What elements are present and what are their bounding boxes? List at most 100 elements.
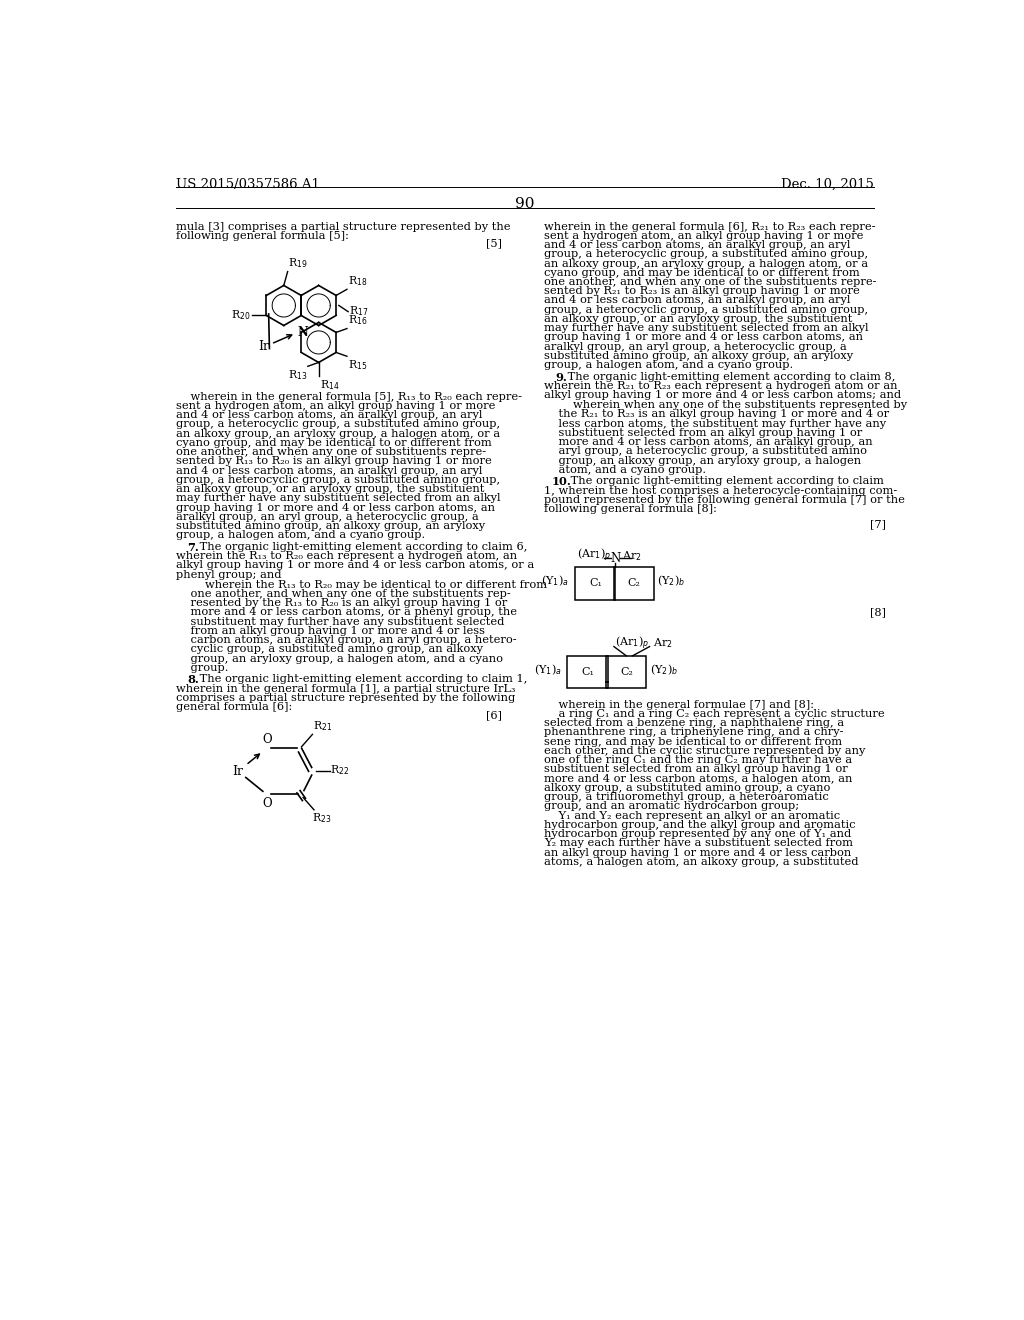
Text: R$_{15}$: R$_{15}$ xyxy=(348,358,367,372)
Text: (Ar$_1$)$_p$: (Ar$_1$)$_p$ xyxy=(577,546,610,565)
Text: atoms, a halogen atom, an alkoxy group, a substituted: atoms, a halogen atom, an alkoxy group, … xyxy=(544,857,859,867)
Text: and 4 or less carbon atoms, an aralkyl group, an aryl: and 4 or less carbon atoms, an aralkyl g… xyxy=(544,296,851,305)
Text: Y₁ and Y₂ each represent an alkyl or an aromatic: Y₁ and Y₂ each represent an alkyl or an … xyxy=(544,810,841,821)
Text: an alkoxy group, or an aryloxy group, the substituent: an alkoxy group, or an aryloxy group, th… xyxy=(544,314,853,323)
Text: alkoxy group, a substituted amino group, a cyano: alkoxy group, a substituted amino group,… xyxy=(544,783,830,793)
Text: 9.: 9. xyxy=(555,372,566,383)
Text: group having 1 or more and 4 or less carbon atoms, an: group having 1 or more and 4 or less car… xyxy=(176,503,495,512)
Text: group, and an aromatic hydrocarbon group;: group, and an aromatic hydrocarbon group… xyxy=(544,801,800,812)
Text: wherein in the general formulae [7] and [8]:: wherein in the general formulae [7] and … xyxy=(544,700,814,710)
Text: following general formula [8]:: following general formula [8]: xyxy=(544,504,717,513)
Text: selected from a benzene ring, a naphthalene ring, a: selected from a benzene ring, a naphthal… xyxy=(544,718,845,729)
Text: The organic light-emitting element according to claim 1,: The organic light-emitting element accor… xyxy=(197,675,527,684)
Text: group, a trifluoromethyl group, a heteroaromatic: group, a trifluoromethyl group, a hetero… xyxy=(544,792,828,803)
Text: cyano group, and may be identical to or different from: cyano group, and may be identical to or … xyxy=(544,268,860,277)
Text: the R₂₁ to R₂₃ is an alkyl group having 1 or more and 4 or: the R₂₁ to R₂₃ is an alkyl group having … xyxy=(544,409,889,420)
Text: group, a heterocyclic group, a substituted amino group,: group, a heterocyclic group, a substitut… xyxy=(544,305,868,314)
Text: group, an aryloxy group, a halogen atom, and a cyano: group, an aryloxy group, a halogen atom,… xyxy=(176,653,503,664)
Text: [5]: [5] xyxy=(486,239,502,248)
Text: R$_{13}$: R$_{13}$ xyxy=(288,368,307,381)
Text: 1, wherein the host comprises a heterocycle-containing com-: 1, wherein the host comprises a heterocy… xyxy=(544,486,897,495)
Text: C₁: C₁ xyxy=(589,578,602,589)
Text: group, a halogen atom, and a cyano group.: group, a halogen atom, and a cyano group… xyxy=(544,360,794,370)
Text: from an alkyl group having 1 or more and 4 or less: from an alkyl group having 1 or more and… xyxy=(176,626,485,636)
Text: Y₂ may each further have a substituent selected from: Y₂ may each further have a substituent s… xyxy=(544,838,853,849)
Text: O: O xyxy=(263,797,272,809)
Text: R$_{21}$: R$_{21}$ xyxy=(313,719,333,733)
Text: and 4 or less carbon atoms, an aralkyl group, an aryl: and 4 or less carbon atoms, an aralkyl g… xyxy=(544,240,851,249)
Text: group, a heterocyclic group, a substituted amino group,: group, a heterocyclic group, a substitut… xyxy=(176,420,500,429)
Text: The organic light-emitting element according to claim 8,: The organic light-emitting element accor… xyxy=(564,372,896,381)
Text: comprises a partial structure represented by the following: comprises a partial structure represente… xyxy=(176,693,515,702)
Text: one of the ring C₁ and the ring C₂ may further have a: one of the ring C₁ and the ring C₂ may f… xyxy=(544,755,852,766)
Text: more and 4 or less carbon atoms, or a phenyl group, the: more and 4 or less carbon atoms, or a ph… xyxy=(176,607,517,618)
Text: substituted amino group, an alkoxy group, an aryloxy: substituted amino group, an alkoxy group… xyxy=(544,351,853,360)
Text: resented by the R₁₃ to R₂₀ is an alkyl group having 1 or: resented by the R₁₃ to R₂₀ is an alkyl g… xyxy=(176,598,507,609)
Text: Ir: Ir xyxy=(232,764,244,777)
Text: carbon atoms, an aralkyl group, an aryl group, a hetero-: carbon atoms, an aralkyl group, an aryl … xyxy=(176,635,517,645)
Text: R$_{17}$: R$_{17}$ xyxy=(349,304,369,318)
Text: wherein in the general formula [1], a partial structure IrL₃: wherein in the general formula [1], a pa… xyxy=(176,684,515,693)
Text: hydrocarbon group represented by any one of Y₁ and: hydrocarbon group represented by any one… xyxy=(544,829,851,840)
Text: US 2015/0357586 A1: US 2015/0357586 A1 xyxy=(176,178,319,190)
Text: group, a heterocyclic group, a substituted amino group,: group, a heterocyclic group, a substitut… xyxy=(176,475,500,484)
Text: sent a hydrogen atom, an alkyl group having 1 or more: sent a hydrogen atom, an alkyl group hav… xyxy=(544,231,863,240)
Text: a ring C₁ and a ring C₂ each represent a cyclic structure: a ring C₁ and a ring C₂ each represent a… xyxy=(544,709,885,719)
Text: C₂: C₂ xyxy=(628,578,641,589)
Text: [8]: [8] xyxy=(869,607,886,618)
Text: N: N xyxy=(610,552,621,565)
Text: more and 4 or less carbon atoms, a halogen atom, an: more and 4 or less carbon atoms, a halog… xyxy=(544,774,853,784)
Text: Ir: Ir xyxy=(258,339,269,352)
Text: wherein in the general formula [5], R₁₃ to R₂₀ each repre-: wherein in the general formula [5], R₁₃ … xyxy=(176,392,522,401)
Text: alkyl group having 1 or more and 4 or less carbon atoms, or a: alkyl group having 1 or more and 4 or le… xyxy=(176,561,535,570)
Text: group having 1 or more and 4 or less carbon atoms, an: group having 1 or more and 4 or less car… xyxy=(544,333,863,342)
Text: following general formula [5]:: following general formula [5]: xyxy=(176,231,349,240)
Text: R$_{16}$: R$_{16}$ xyxy=(348,313,368,327)
Text: aralkyl group, an aryl group, a heterocyclic group, a: aralkyl group, an aryl group, a heterocy… xyxy=(544,342,847,351)
Text: an alkoxy group, an aryloxy group, a halogen atom, or a: an alkoxy group, an aryloxy group, a hal… xyxy=(544,259,868,268)
Text: atom, and a cyano group.: atom, and a cyano group. xyxy=(544,465,707,475)
Text: wherein in the general formula [6], R₂₁ to R₂₃ each repre-: wherein in the general formula [6], R₂₁ … xyxy=(544,222,876,231)
Text: cyano group, and may be identical to or different from: cyano group, and may be identical to or … xyxy=(176,438,492,447)
Text: an alkoxy group, or an aryloxy group, the substituent: an alkoxy group, or an aryloxy group, th… xyxy=(176,484,484,494)
Text: (Y$_2$)$_b$: (Y$_2$)$_b$ xyxy=(649,663,678,677)
Text: R$_{18}$: R$_{18}$ xyxy=(348,275,367,288)
Text: The organic light-emitting element according to claim: The organic light-emitting element accor… xyxy=(567,477,885,486)
Text: phenanthrene ring, a triphenylene ring, and a chry-: phenanthrene ring, a triphenylene ring, … xyxy=(544,727,844,738)
Text: may further have any substituent selected from an alkyl: may further have any substituent selecte… xyxy=(176,494,501,503)
Text: group, an alkoxy group, an aryloxy group, a halogen: group, an alkoxy group, an aryloxy group… xyxy=(544,455,861,466)
Text: aryl group, a heterocyclic group, a substituted amino: aryl group, a heterocyclic group, a subs… xyxy=(544,446,867,457)
Text: an alkoxy group, an aryloxy group, a halogen atom, or a: an alkoxy group, an aryloxy group, a hal… xyxy=(176,429,500,438)
Text: pound represented by the following general formula [7] or the: pound represented by the following gener… xyxy=(544,495,905,504)
Text: group, a heterocyclic group, a substituted amino group,: group, a heterocyclic group, a substitut… xyxy=(544,249,868,259)
Text: substituent may further have any substituent selected: substituent may further have any substit… xyxy=(176,616,505,627)
Text: N: N xyxy=(297,326,308,339)
Text: R$_{23}$: R$_{23}$ xyxy=(312,812,332,825)
Text: wherein the R₁₃ to R₂₀ each represent a hydrogen atom, an: wherein the R₁₃ to R₂₀ each represent a … xyxy=(176,552,517,561)
Text: wherein the R₁₃ to R₂₀ may be identical to or different from: wherein the R₁₃ to R₂₀ may be identical … xyxy=(176,579,547,590)
Text: (Y$_1$)$_a$: (Y$_1$)$_a$ xyxy=(534,663,561,677)
Text: mula [3] comprises a partial structure represented by the: mula [3] comprises a partial structure r… xyxy=(176,222,511,231)
Text: sent a hydrogen atom, an alkyl group having 1 or more: sent a hydrogen atom, an alkyl group hav… xyxy=(176,401,496,411)
Text: may further have any substituent selected from an alkyl: may further have any substituent selecte… xyxy=(544,323,868,333)
Text: The organic light-emitting element according to claim 6,: The organic light-emitting element accor… xyxy=(197,543,527,552)
Text: and 4 or less carbon atoms, an aralkyl group, an aryl: and 4 or less carbon atoms, an aralkyl g… xyxy=(176,411,482,420)
Text: sented by R₁₃ to R₂₀ is an alkyl group having 1 or more: sented by R₁₃ to R₂₀ is an alkyl group h… xyxy=(176,457,492,466)
Text: substituent selected from an alkyl group having 1 or: substituent selected from an alkyl group… xyxy=(544,764,848,775)
Text: Ar$_2$: Ar$_2$ xyxy=(622,549,641,562)
Text: hydrocarbon group, and the alkyl group and aromatic: hydrocarbon group, and the alkyl group a… xyxy=(544,820,856,830)
Text: more and 4 or less carbon atoms, an aralkyl group, an: more and 4 or less carbon atoms, an aral… xyxy=(544,437,872,447)
Text: O: O xyxy=(263,733,272,746)
Text: cyclic group, a substituted amino group, an alkoxy: cyclic group, a substituted amino group,… xyxy=(176,644,483,655)
Text: wherein when any one of the substituents represented by: wherein when any one of the substituents… xyxy=(544,400,907,411)
Text: an alkyl group having 1 or more and 4 or less carbon: an alkyl group having 1 or more and 4 or… xyxy=(544,847,851,858)
Text: R$_{20}$: R$_{20}$ xyxy=(231,308,251,322)
Text: general formula [6]:: general formula [6]: xyxy=(176,702,292,711)
Text: one another, and when any one of substituents repre-: one another, and when any one of substit… xyxy=(176,447,486,457)
Text: Ar$_2$: Ar$_2$ xyxy=(652,636,673,651)
Text: one another, and when any one of the substituents repre-: one another, and when any one of the sub… xyxy=(544,277,877,286)
Text: Dec. 10, 2015: Dec. 10, 2015 xyxy=(780,178,873,190)
Text: sented by R₂₁ to R₂₃ is an alkyl group having 1 or more: sented by R₂₁ to R₂₃ is an alkyl group h… xyxy=(544,286,860,296)
Text: substituted amino group, an alkoxy group, an aryloxy: substituted amino group, an alkoxy group… xyxy=(176,521,485,531)
Text: less carbon atoms, the substituent may further have any: less carbon atoms, the substituent may f… xyxy=(544,418,887,429)
